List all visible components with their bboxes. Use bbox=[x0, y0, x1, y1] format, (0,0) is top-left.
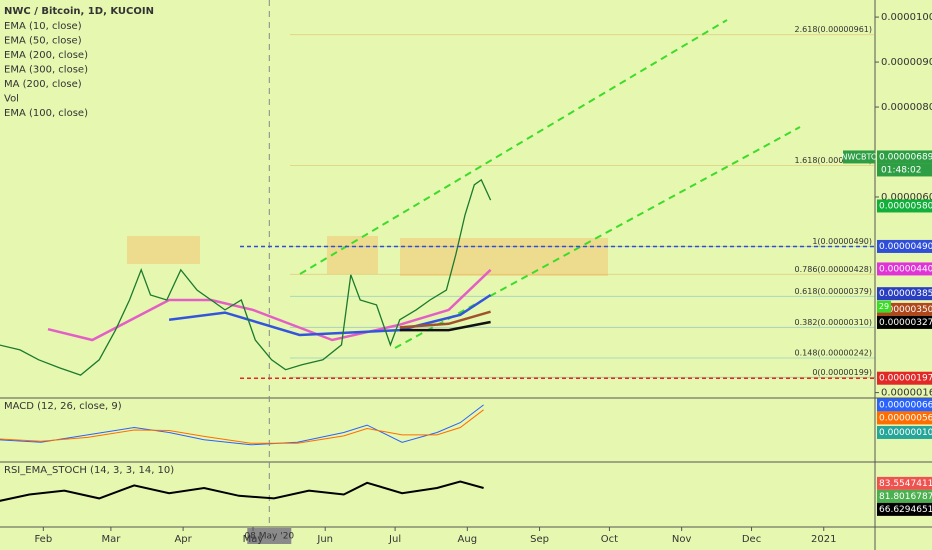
price-tag-label: 0.00000385 bbox=[879, 289, 932, 299]
x-tick-label: Oct bbox=[601, 534, 618, 545]
price-tag-label: 0.00000350 bbox=[879, 305, 932, 315]
price-tag-label: 0.00000066 bbox=[879, 400, 932, 410]
macd-line bbox=[0, 409, 484, 444]
price-tag bbox=[877, 425, 932, 439]
price-tag bbox=[877, 199, 932, 213]
fib-label: 0.618(0.00000379) bbox=[795, 287, 873, 296]
channel-line bbox=[299, 19, 728, 275]
x-tick-label: Apr bbox=[174, 534, 192, 545]
symbol-label: NWCBTC bbox=[842, 152, 877, 161]
indicator-label: EMA (50, close) bbox=[4, 36, 82, 47]
price-tag bbox=[877, 150, 932, 164]
zone-box bbox=[400, 238, 608, 276]
price-tag-label: 0.00000010 bbox=[879, 428, 932, 438]
fib-label: 0(0.00000199) bbox=[812, 368, 872, 377]
price-tag-label: 0.00000197 bbox=[879, 374, 932, 384]
price-tag bbox=[877, 476, 932, 490]
price-line bbox=[0, 178, 492, 376]
price-tag bbox=[877, 489, 932, 503]
indicator-label: EMA (200, close) bbox=[4, 50, 88, 61]
price-tag-label: 0.00000689 bbox=[879, 152, 932, 162]
price-tag bbox=[877, 411, 932, 425]
indicator-label: Vol bbox=[4, 94, 19, 105]
moving-average bbox=[399, 320, 491, 332]
x-tick-label: May bbox=[243, 534, 264, 545]
countdown-tag bbox=[877, 163, 932, 177]
price-tag bbox=[877, 287, 932, 301]
indicator-label: MA (200, close) bbox=[4, 79, 82, 90]
symbol-tag bbox=[843, 150, 875, 164]
moving-average bbox=[168, 293, 492, 337]
fib-label: 2.618(0.00000961) bbox=[795, 25, 873, 34]
moving-average bbox=[399, 310, 491, 329]
price-tag-label: 81.80167871 bbox=[879, 492, 932, 502]
price-tag-label: 0.00000490 bbox=[879, 242, 932, 252]
chart-title: NWC / Bitcoin, 1D, KUCOIN bbox=[4, 6, 154, 17]
fib-label: 0.786(0.00000428) bbox=[795, 265, 873, 274]
price-tag-label: 66.62946515 bbox=[879, 505, 932, 515]
zone-box bbox=[127, 236, 200, 264]
price-tag bbox=[877, 262, 932, 276]
crosshair-badge bbox=[247, 528, 292, 544]
price-tag-label: 0.00000327 bbox=[879, 318, 932, 328]
price-tag-label: 0.00000580 bbox=[879, 201, 932, 211]
x-tick-label: Sep bbox=[530, 534, 549, 545]
crosshair-label: 08 May '20 bbox=[244, 532, 294, 542]
fib-label: 1.618(0.00000670) bbox=[795, 156, 873, 165]
indicator-label: EMA (300, close) bbox=[4, 65, 88, 76]
fib-label: 0.382(0.00000310) bbox=[795, 318, 873, 327]
countdown-label: 01:48:02 bbox=[881, 165, 921, 175]
x-tick-label: Aug bbox=[458, 534, 478, 545]
pane-title: RSI_EMA_STOCH (14, 3, 3, 14, 10) bbox=[4, 465, 174, 476]
fib-label: 0.148(0.00000242) bbox=[795, 348, 873, 357]
rsi-line bbox=[0, 480, 484, 502]
price-tag bbox=[877, 239, 932, 253]
price-tag-label: 0.00000440 bbox=[879, 264, 932, 274]
price-tag bbox=[877, 502, 932, 516]
price-tag bbox=[877, 315, 932, 329]
x-tick-label: Mar bbox=[101, 534, 121, 545]
volume-label: 29 bbox=[879, 302, 889, 311]
x-tick-label: Jul bbox=[388, 534, 401, 545]
x-tick-label: Dec bbox=[742, 534, 761, 545]
x-tick-label: Feb bbox=[34, 534, 52, 545]
x-tick-label: Jun bbox=[316, 534, 333, 545]
x-tick-label: Nov bbox=[672, 534, 692, 545]
price-tag bbox=[877, 371, 932, 385]
channel-line bbox=[394, 126, 801, 349]
moving-average bbox=[47, 268, 492, 342]
price-tag bbox=[877, 398, 932, 412]
y-tick-label: 0.00000165 bbox=[881, 388, 932, 399]
indicator-label: EMA (10, close) bbox=[4, 21, 82, 32]
volume-tag bbox=[877, 300, 891, 313]
x-tick-label: 2021 bbox=[811, 534, 836, 545]
price-tag-label: 0.00000056 bbox=[879, 413, 932, 423]
pane-title: MACD (12, 26, close, 9) bbox=[4, 401, 122, 412]
fib-label: 1(0.00000490) bbox=[812, 237, 872, 246]
indicator-label: EMA (100, close) bbox=[4, 108, 88, 119]
